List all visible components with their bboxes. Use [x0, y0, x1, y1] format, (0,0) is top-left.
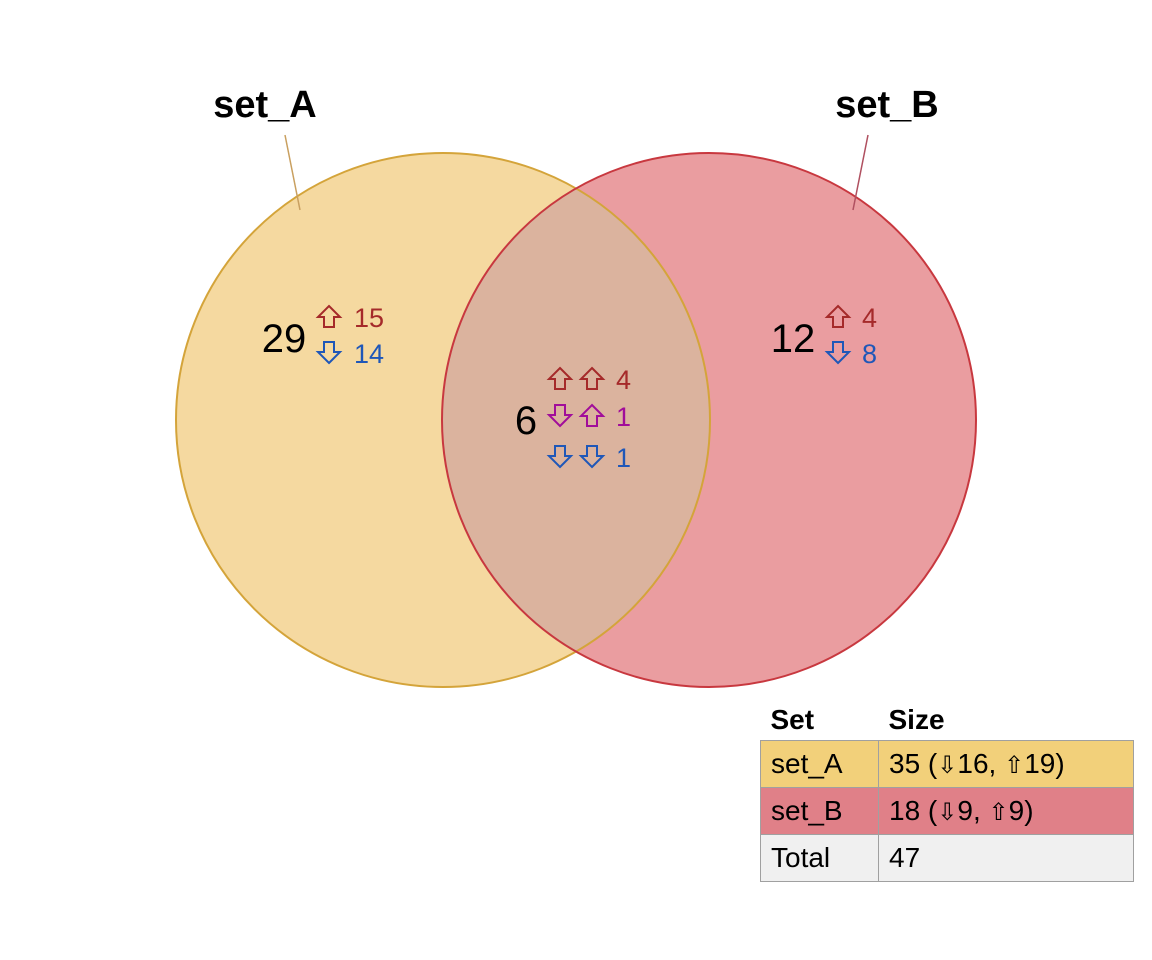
set-a-up: 19 — [1024, 748, 1056, 779]
table-cell-total-label: Total — [760, 834, 879, 882]
table-header-size: Size — [888, 704, 945, 735]
table-header-set: Set — [770, 704, 815, 735]
table-row: set_A 35 (⇩16, ⇧19) — [760, 740, 1134, 788]
down-arrow-icon: ⇩ — [937, 798, 958, 826]
set-b-down: 9 — [957, 795, 973, 826]
up-arrow-icon: ⇧ — [988, 798, 1009, 826]
table-row: set_B 18 (⇩9, ⇧9) — [760, 787, 1134, 835]
table-cell-total-value: 47 — [878, 834, 1134, 882]
table-cell-size: 35 (⇩16, ⇧19) — [878, 740, 1134, 788]
set-b-only-up-count: 4 — [862, 303, 877, 333]
table-cell-set: set_B — [760, 787, 879, 835]
set-b-only-count: 12 — [771, 317, 816, 361]
set-b-up: 9 — [1008, 795, 1025, 826]
up-arrow-icon: ⇧ — [1004, 751, 1025, 779]
set-a-only-count: 29 — [262, 317, 307, 361]
intersection-down-up-count: 1 — [616, 402, 631, 432]
set-a-leader-line — [284, 134, 301, 211]
set-b-title: set_B — [835, 84, 939, 126]
set-a-down: 16 — [957, 748, 989, 779]
set-b-total: 18 — [889, 795, 921, 826]
intersection-count: 6 — [515, 399, 537, 443]
table-row-total: Total 47 — [760, 834, 1134, 882]
set-a-total: 35 — [889, 748, 921, 779]
set-a-only-up-count: 15 — [354, 303, 384, 333]
intersection-down-down-count: 1 — [616, 443, 631, 473]
intersection-up-up-count: 4 — [616, 365, 631, 395]
set-a-only-down-count: 14 — [354, 339, 384, 369]
set-a-outline — [175, 152, 711, 688]
table-cell-size: 18 (⇩9, ⇧9) — [878, 787, 1134, 835]
set-b-only-down-count: 8 — [862, 339, 877, 369]
set-a-title: set_A — [213, 84, 317, 126]
set-b-outline — [441, 152, 977, 688]
set-b-leader-line — [852, 134, 869, 211]
down-arrow-icon: ⇩ — [937, 751, 958, 779]
table-cell-set: set_A — [760, 740, 879, 788]
set-size-table: Set Size set_A 35 (⇩16, ⇧19) set_B 18 (⇩… — [760, 700, 1134, 882]
